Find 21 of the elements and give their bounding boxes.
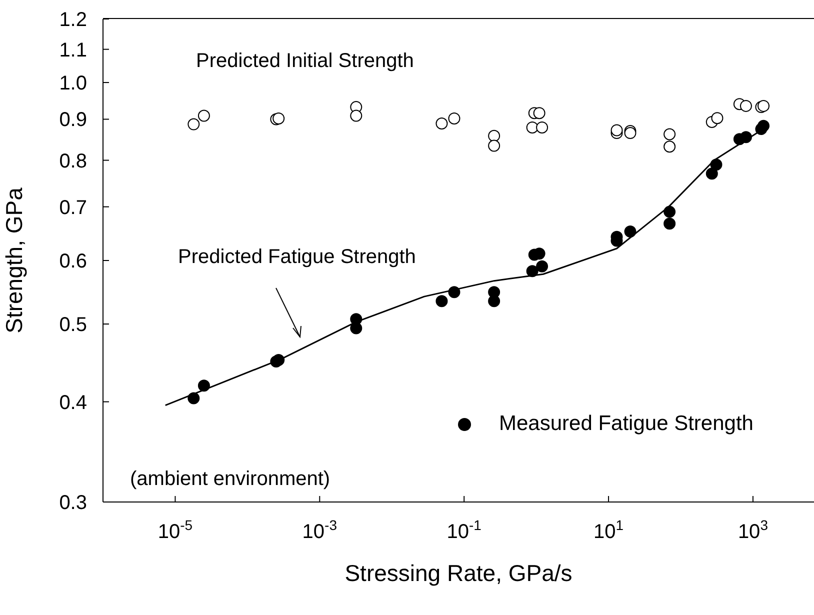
- x-tick-label: 10$^{-3}$: [302, 517, 338, 543]
- x-tick-label: 10$^{1}$: [594, 517, 624, 543]
- annotation: (ambient environment): [130, 468, 330, 491]
- x-tick-label: 10$^{-5}$: [158, 517, 193, 543]
- y-tick-label: 1.2: [59, 9, 87, 31]
- y-tick-label: 0.7: [59, 196, 87, 219]
- y-tick-label: 1.1: [59, 39, 87, 62]
- y-tick-label: 1.0: [59, 72, 87, 95]
- y-tick-label: 0.4: [59, 392, 87, 414]
- y-tick-label: 0.9: [59, 109, 87, 132]
- y-tick-label: 0.8: [59, 150, 87, 172]
- y-tick-label: 0.6: [59, 250, 87, 272]
- legend-label: Measured Fatigue Strength: [499, 412, 754, 435]
- x-tick-label: 10$^{-1}$: [446, 517, 482, 543]
- y-tick-label: 0.5: [59, 314, 87, 336]
- x-axis-title: Stressing Rate, GPa/s: [344, 560, 572, 586]
- series-label: Predicted Fatigue Strength: [178, 246, 416, 269]
- series-label: Predicted Initial Strength: [196, 50, 414, 73]
- y-tick-label: 0.3: [59, 492, 87, 514]
- y-axis-title: Strength, GPa: [1, 187, 28, 334]
- x-tick-label: 10$^{3}$: [738, 517, 768, 543]
